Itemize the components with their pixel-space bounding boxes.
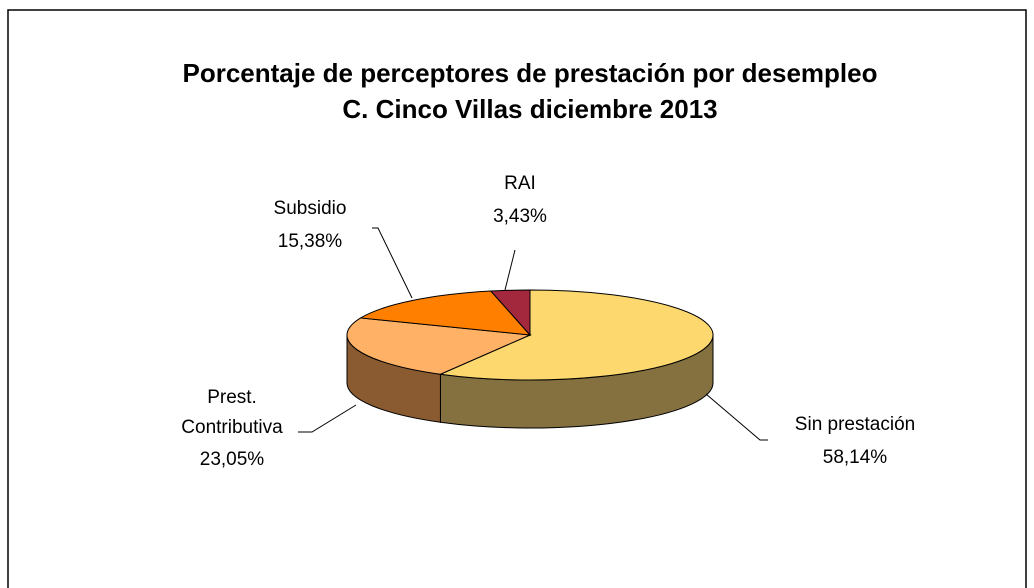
pie-slice	[438, 289, 714, 381]
category-label: Sin prestación	[794, 414, 916, 435]
pie-slice	[489, 289, 531, 337]
category-label: RAI	[504, 173, 536, 194]
category-label: Subsidio	[273, 198, 347, 219]
slice-label: Sin prestación 58,14%	[790, 408, 920, 474]
leader-line	[705, 393, 768, 441]
slice-label: Prest. Contributiva 23,05%	[162, 383, 302, 476]
pie-slice	[359, 290, 532, 336]
slice-label: Subsidio 15,38%	[250, 192, 370, 258]
leader-line	[504, 249, 516, 291]
pie	[346, 289, 714, 429]
leader-line	[298, 404, 357, 433]
value-label: 23,05%	[199, 449, 265, 470]
value-label: 58,14%	[822, 447, 888, 468]
chart-title: Porcentaje de perceptores de prestación …	[182, 58, 877, 88]
pie-slice	[346, 317, 532, 375]
chart-subtitle: C. Cinco Villas diciembre 2013	[342, 94, 717, 124]
value-label: 15,38%	[277, 231, 343, 252]
slice-label: RAI 3,43%	[470, 167, 570, 233]
leader-lines	[298, 227, 768, 441]
value-label: 3,43%	[493, 206, 547, 227]
category-label: Prest. Contributiva	[181, 387, 283, 438]
leader-line	[372, 227, 413, 299]
